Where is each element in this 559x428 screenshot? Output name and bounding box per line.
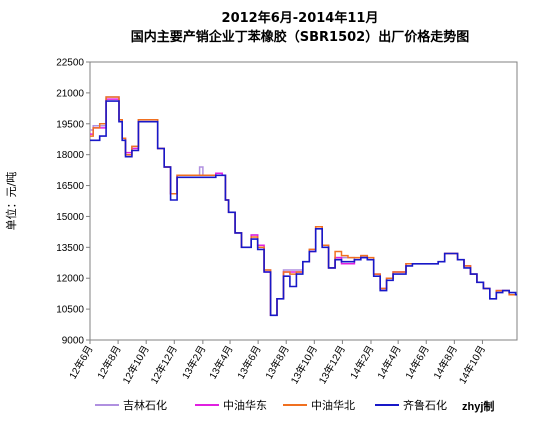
x-tick-label: 14年10月: [456, 343, 488, 386]
series-line: [90, 100, 517, 317]
series-lines: [90, 96, 517, 317]
chart-subtitle: 国内主要产销企业丁苯橡胶（SBR1502）出厂价格走势图: [131, 29, 469, 45]
x-tick-label: 12年8月: [94, 343, 124, 381]
x-tick-label: 13年4月: [206, 343, 236, 381]
x-tick-label: 13年2月: [179, 343, 209, 381]
y-tick-label: 21000: [56, 88, 84, 99]
legend-label: 吉林石化: [123, 398, 167, 412]
legend-label: 齐鲁石化: [403, 398, 447, 412]
y-tick-label: 12000: [56, 274, 84, 285]
y-axis-ticks: 9000 10500 12000 13500 15000 16500 18000 19500 2…: [56, 58, 90, 347]
source-label: zhyj制: [462, 399, 494, 413]
x-tick-label: 13年10月: [288, 343, 320, 386]
x-tick-label: 14年8月: [430, 343, 460, 381]
legend-label: 中油华东: [223, 398, 267, 412]
y-tick-label: 18000: [56, 150, 84, 161]
y-axis-label: 单位：元/吨: [4, 172, 18, 231]
y-tick-label: 10500: [56, 305, 84, 316]
chart-title: 2012年6月-2014年11月: [222, 10, 379, 26]
y-tick-label: 13500: [56, 243, 84, 254]
y-tick-label: 16500: [56, 181, 84, 192]
legend: 吉林石化 中油华东 中油华北 齐鲁石化: [95, 398, 447, 412]
x-tick-label: 14年6月: [402, 343, 432, 381]
y-tick-label: 9000: [62, 336, 85, 347]
x-tick-label: 14年4月: [374, 343, 404, 381]
legend-label: 中油华北: [311, 398, 355, 412]
y-tick-label: 15000: [56, 212, 84, 223]
x-tick-label: 12年12月: [148, 343, 180, 386]
y-tick-label: 19500: [56, 119, 84, 130]
x-tick-label: 12年10月: [119, 343, 151, 386]
x-tick-label: 13年12月: [316, 343, 348, 386]
x-tick-label: 14年2月: [347, 343, 377, 381]
x-tick-label: 13年6月: [234, 343, 264, 381]
plot-area: [89, 61, 518, 341]
x-tick-label: 13年8月: [262, 343, 292, 381]
x-tick-label: 12年6月: [66, 343, 96, 381]
y-tick-label: 22500: [56, 58, 84, 69]
